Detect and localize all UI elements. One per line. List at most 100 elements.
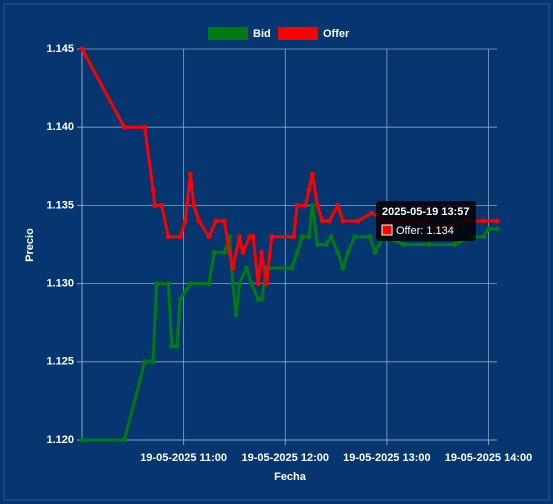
point (309, 171, 315, 177)
point (426, 242, 432, 247)
point (259, 296, 265, 302)
y-tick-label: 1.130 (46, 278, 74, 290)
point (264, 281, 270, 287)
point (303, 202, 309, 208)
x-tick-label: 19-05-2025 12:00 (242, 452, 329, 464)
point (233, 312, 239, 318)
point (221, 218, 227, 224)
y-tick-label: 1.125 (46, 356, 74, 368)
point (335, 249, 341, 255)
point (289, 265, 295, 271)
point (306, 234, 312, 240)
point (299, 234, 305, 240)
point (326, 218, 332, 224)
y-tick-label: 1.140 (46, 121, 74, 133)
tooltip-title: 2025-05-19 13:57 (382, 206, 469, 218)
point (230, 265, 236, 271)
x-tick-label: 19-05-2025 14:00 (445, 452, 532, 464)
point (480, 218, 486, 224)
point (352, 234, 358, 240)
point (314, 242, 320, 247)
point (340, 265, 346, 271)
point (345, 249, 351, 255)
legend-swatch (278, 27, 318, 40)
y-axis-title: Precio (24, 228, 36, 262)
point (187, 281, 193, 287)
point (206, 234, 212, 240)
point (355, 218, 361, 224)
point (335, 202, 341, 208)
point (206, 281, 212, 287)
y-tick-label: 1.145 (46, 43, 74, 55)
point (367, 234, 373, 240)
point (226, 249, 232, 255)
grid: 1.120 1.125 1.130 1.135 1.140 1.145 19-05-2025… (46, 43, 532, 464)
point (248, 281, 254, 287)
point (480, 234, 486, 240)
y-tick-label: 1.135 (46, 199, 74, 211)
point (259, 249, 265, 255)
x-axis-title: Fecha (274, 471, 307, 483)
legend: Bid Offer (208, 27, 350, 40)
point (165, 281, 171, 287)
tooltip-box (376, 201, 476, 241)
point (240, 249, 246, 255)
legend-swatch (208, 27, 248, 40)
point (369, 210, 375, 216)
legend-label: Offer (323, 28, 350, 40)
point (294, 249, 300, 255)
point (294, 202, 300, 208)
point (323, 242, 329, 247)
point (142, 359, 148, 365)
point (211, 249, 217, 255)
point (221, 249, 227, 255)
point (121, 437, 127, 443)
point (306, 187, 312, 193)
point (177, 234, 183, 240)
point (494, 226, 500, 232)
point (255, 281, 261, 287)
point (372, 249, 378, 255)
x-tick-label: 19-05-2025 11:00 (140, 452, 227, 464)
point (79, 437, 85, 443)
point (230, 281, 236, 287)
plot (79, 46, 500, 443)
point (191, 202, 197, 208)
point (320, 218, 326, 224)
point (237, 234, 243, 240)
point (159, 202, 165, 208)
y-tick-label: 1.120 (46, 434, 74, 446)
point (237, 281, 243, 287)
point (401, 242, 407, 247)
point (169, 343, 175, 349)
point (452, 242, 458, 247)
point (494, 218, 500, 224)
point (142, 124, 148, 130)
point (291, 234, 297, 240)
point (154, 281, 160, 287)
point (269, 234, 275, 240)
point (309, 202, 315, 208)
point (340, 218, 346, 224)
point (121, 124, 127, 130)
frame (3, 3, 550, 501)
point (79, 46, 85, 52)
x-tick-label: 19-05-2025 13:00 (343, 452, 430, 464)
point (314, 202, 320, 208)
legend-label: Bid (253, 28, 271, 40)
point (187, 171, 193, 177)
tooltip-label: Offer: 1.134 (396, 225, 454, 237)
point (152, 202, 158, 208)
point (213, 218, 219, 224)
point (250, 234, 256, 240)
point (177, 296, 183, 302)
point (486, 226, 492, 232)
point (182, 218, 188, 224)
point (150, 359, 156, 365)
point (150, 187, 156, 193)
point (196, 218, 202, 224)
point (165, 234, 171, 240)
tooltip-swatch (381, 224, 393, 236)
point (328, 234, 334, 240)
